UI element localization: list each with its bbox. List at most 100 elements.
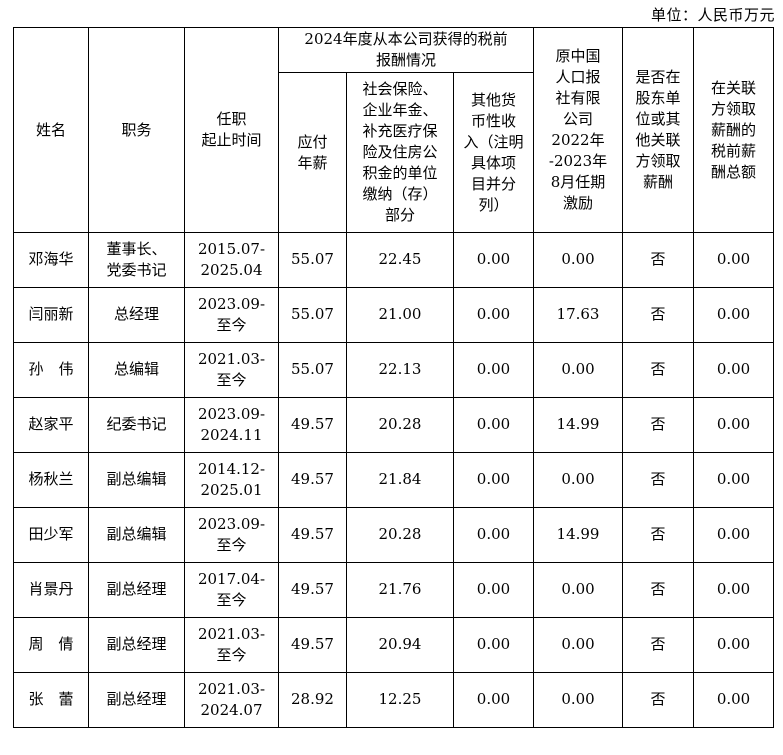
header-other-income: 其他货 币性收 入（注明 具体项 目并分 列）: [452, 72, 535, 233]
header-former-company-incentive: 原中国 人口报 社有限 公司 2022年 -2023年 8月任期 激励: [533, 27, 624, 233]
payable-salary-cell: 49.57: [278, 617, 347, 673]
term-cell: 2021.03- 至今: [184, 617, 279, 673]
incentive-cell: 14.99: [533, 397, 624, 453]
incentive-cell: 17.63: [533, 287, 624, 343]
name-cell: 张 蕾: [13, 672, 89, 728]
header-group-2024-pretax-compensation: 2024年度从本公司获得的税前 报酬情况: [277, 27, 535, 73]
position-cell: 纪委书记: [88, 397, 185, 453]
header-name: 姓名: [13, 27, 89, 233]
social-insurance-cell: 22.45: [346, 232, 454, 288]
table-row: 邓海华 董事长、 党委书记 2015.07- 2025.04 55.07 22.45 0.…: [13, 232, 775, 288]
header-related-pretax-total: 在关联 方领取 薪酬的 税前薪 酬总额: [693, 27, 775, 233]
position-cell: 副总经理: [88, 562, 185, 618]
other-income-cell: 0.00: [452, 287, 535, 343]
executive-compensation-table: 姓名 职务 任职 起止时间 2024年度从本公司获得的税前 报酬情况 原中国 人…: [13, 27, 775, 728]
other-income-cell: 0.00: [452, 232, 535, 288]
related-pay-cell: 否: [622, 287, 695, 343]
related-total-cell: 0.00: [693, 452, 775, 508]
position-cell: 总编辑: [88, 342, 185, 398]
name-cell: 孙 伟: [13, 342, 89, 398]
related-pay-cell: 否: [622, 672, 695, 728]
term-cell: 2014.12- 2025.01: [184, 452, 279, 508]
related-pay-cell: 否: [622, 452, 695, 508]
incentive-cell: 0.00: [533, 232, 624, 288]
term-cell: 2023.09- 2024.11: [184, 397, 279, 453]
term-cell: 2023.09- 至今: [184, 507, 279, 563]
incentive-cell: 14.99: [533, 507, 624, 563]
related-pay-cell: 否: [622, 617, 695, 673]
table-body: 邓海华 董事长、 党委书记 2015.07- 2025.04 55.07 22.45 0.…: [13, 232, 775, 728]
related-pay-cell: 否: [622, 507, 695, 563]
related-total-cell: 0.00: [693, 617, 775, 673]
header-shareholder-related-pay: 是否在 股东单 位或其 他关联 方领取 薪酬: [622, 27, 695, 233]
unit-note: 单位：人民币万元: [650, 6, 775, 24]
name-cell: 闫丽新: [13, 287, 89, 343]
related-total-cell: 0.00: [693, 562, 775, 618]
payable-salary-cell: 55.07: [278, 342, 347, 398]
incentive-cell: 0.00: [533, 672, 624, 728]
related-pay-cell: 否: [622, 232, 695, 288]
header-row-sub: 应付 年薪 社会保险、 企业年金、 补充医疗保 险及住房公 积金的单位 缴纳（存…: [14, 72, 774, 233]
position-cell: 副总经理: [88, 617, 185, 673]
table-row: 田少军 副总编辑 2023.09- 至今 49.57 20.28 0.00 14.99 否 0.…: [13, 507, 775, 563]
position-cell: 董事长、 党委书记: [88, 232, 185, 288]
position-cell: 副总编辑: [88, 452, 185, 508]
name-cell: 肖景丹: [13, 562, 89, 618]
other-income-cell: 0.00: [452, 397, 535, 453]
related-pay-cell: 否: [622, 342, 695, 398]
position-cell: 副总编辑: [88, 507, 185, 563]
social-insurance-cell: 20.28: [346, 397, 454, 453]
other-income-cell: 0.00: [452, 342, 535, 398]
related-total-cell: 0.00: [693, 342, 775, 398]
table-row: 闫丽新 总经理 2023.09- 至今 55.07 21.00 0.00 17.63 否 0.0…: [13, 287, 775, 343]
related-total-cell: 0.00: [693, 507, 775, 563]
other-income-cell: 0.00: [452, 507, 535, 563]
social-insurance-cell: 12.25: [346, 672, 454, 728]
payable-salary-cell: 49.57: [278, 397, 347, 453]
name-cell: 邓海华: [13, 232, 89, 288]
incentive-cell: 0.00: [533, 617, 624, 673]
related-total-cell: 0.00: [693, 672, 775, 728]
related-total-cell: 0.00: [693, 287, 775, 343]
social-insurance-cell: 21.84: [346, 452, 454, 508]
position-cell: 副总经理: [88, 672, 185, 728]
other-income-cell: 0.00: [452, 452, 535, 508]
other-income-cell: 0.00: [452, 562, 535, 618]
social-insurance-cell: 20.28: [346, 507, 454, 563]
term-cell: 2021.03- 2024.07: [184, 672, 279, 728]
payable-salary-cell: 55.07: [278, 287, 347, 343]
related-total-cell: 0.00: [693, 232, 775, 288]
social-insurance-cell: 20.94: [346, 617, 454, 673]
related-pay-cell: 否: [622, 562, 695, 618]
other-income-cell: 0.00: [452, 617, 535, 673]
social-insurance-cell: 21.00: [346, 287, 454, 343]
related-total-cell: 0.00: [693, 397, 775, 453]
incentive-cell: 0.00: [533, 452, 624, 508]
header-social-insurance: 社会保险、 企业年金、 补充医疗保 险及住房公 积金的单位 缴纳（存） 部分: [346, 72, 454, 233]
payable-salary-cell: 49.57: [278, 562, 347, 618]
header-position: 职务: [88, 27, 185, 233]
header-payable-salary: 应付 年薪: [278, 72, 347, 233]
social-insurance-cell: 21.76: [346, 562, 454, 618]
incentive-cell: 0.00: [533, 342, 624, 398]
term-cell: 2023.09- 至今: [184, 287, 279, 343]
table-row: 肖景丹 副总经理 2017.04- 至今 49.57 21.76 0.00 0.00 否 0.0…: [13, 562, 775, 618]
payable-salary-cell: 49.57: [278, 507, 347, 563]
incentive-cell: 0.00: [533, 562, 624, 618]
related-pay-cell: 否: [622, 397, 695, 453]
name-cell: 田少军: [13, 507, 89, 563]
payable-salary-cell: 49.57: [278, 452, 347, 508]
table-row: 孙 伟总编辑 2021.03- 至今 55.07 22.13 0.00 0.00 否 0.00: [13, 342, 775, 398]
term-cell: 2017.04- 至今: [184, 562, 279, 618]
table-row: 张 蕾副总经理 2021.03- 2024.07 28.92 12.25 0.00 0.0…: [13, 672, 775, 728]
table-row: 赵家平 纪委书记 2023.09- 2024.11 49.57 20.28 0.00 14.…: [13, 397, 775, 453]
position-cell: 总经理: [88, 287, 185, 343]
table-row: 杨秋兰 副总编辑 2014.12- 2025.01 49.57 21.84 0.00 0.0…: [13, 452, 775, 508]
social-insurance-cell: 22.13: [346, 342, 454, 398]
table-row: 周 倩副总经理 2021.03- 至今 49.57 20.94 0.00 0.00 否 0.0…: [13, 617, 775, 673]
term-cell: 2021.03- 至今: [184, 342, 279, 398]
payable-salary-cell: 55.07: [278, 232, 347, 288]
name-cell: 杨秋兰: [13, 452, 89, 508]
header-row-group: 姓名 职务 任职 起止时间 2024年度从本公司获得的税前 报酬情况 原中国 人…: [13, 27, 775, 233]
